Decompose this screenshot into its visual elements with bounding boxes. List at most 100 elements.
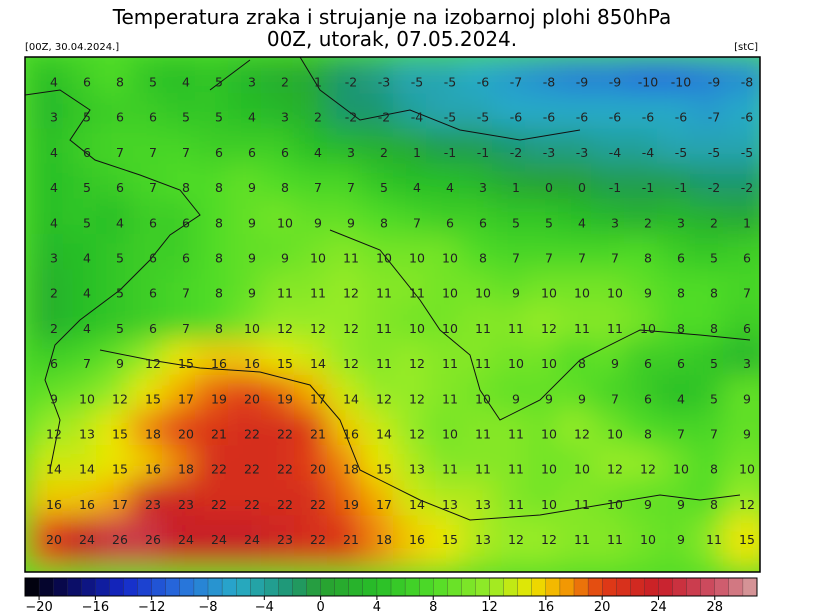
temperature-value: 21	[343, 532, 359, 547]
temperature-value: 21	[211, 427, 227, 442]
temperature-value: -1	[477, 145, 489, 160]
temperature-value: 6	[116, 180, 124, 195]
temperature-value: 6	[182, 251, 190, 266]
temperature-value: 7	[578, 251, 586, 266]
temperature-value: 8	[644, 251, 652, 266]
temperature-value: 5	[116, 251, 124, 266]
temperature-value: 11	[475, 427, 491, 442]
temperature-value: 9	[248, 215, 256, 230]
temperature-value: 8	[116, 75, 124, 90]
temperature-value: -8	[741, 75, 754, 90]
temperature-value: 10	[244, 321, 260, 336]
temperature-value: 10	[277, 215, 293, 230]
temperature-value: 15	[376, 462, 392, 477]
colorbar-cell	[390, 577, 406, 597]
temperature-value: 11	[475, 356, 491, 371]
temperature-value: 2	[314, 110, 322, 125]
temperature-value: -1	[675, 180, 687, 195]
temperature-value: 4	[83, 286, 91, 301]
temperature-value: 14	[376, 427, 392, 442]
temperature-value: 18	[145, 427, 161, 442]
temperature-value: 10	[541, 427, 557, 442]
temperature-value: 1	[413, 145, 421, 160]
temperature-value: 12	[310, 321, 326, 336]
temperature-value: 5	[215, 110, 223, 125]
temperature-value: 12	[277, 321, 293, 336]
colorbar-tick-label: 0	[316, 600, 324, 615]
temperature-value: 12	[46, 427, 62, 442]
temperature-value: 6	[281, 145, 289, 160]
temperature-value: 9	[743, 427, 751, 442]
temperature-value: -7	[708, 110, 720, 125]
temperature-value: 8	[215, 215, 223, 230]
temperature-value: 10	[310, 251, 326, 266]
colorbar-cell	[109, 577, 124, 597]
temperature-value: 10	[376, 251, 392, 266]
subtitle: 00Z, utorak, 07.05.2024.	[267, 27, 517, 51]
temperature-value: 11	[508, 321, 524, 336]
temperature-value: 11	[277, 286, 293, 301]
field-cell	[723, 515, 760, 566]
colorbar-cell	[250, 577, 265, 597]
temperature-value: 3	[50, 110, 58, 125]
colorbar-cell	[531, 577, 547, 597]
temperature-value: 4	[50, 215, 58, 230]
temperature-value: 10	[475, 286, 491, 301]
temperature-value: 7	[347, 180, 355, 195]
temperature-value: 4	[578, 215, 586, 230]
temperature-value: 22	[310, 532, 326, 547]
temperature-value: 5	[710, 391, 718, 406]
temperature-value: 8	[677, 321, 685, 336]
temperature-field	[25, 57, 760, 572]
temperature-value: 4	[248, 110, 256, 125]
temperature-value: 10	[409, 251, 425, 266]
colorbar-cell	[165, 577, 181, 597]
colorbar-cell	[278, 577, 293, 597]
temperature-value: 0	[578, 180, 586, 195]
temperature-value: 9	[743, 391, 751, 406]
temperature-value: 9	[347, 215, 355, 230]
colorbar-tick-label: −20	[25, 600, 52, 615]
colorbar-cell	[404, 577, 420, 597]
temperature-value: 5	[83, 180, 91, 195]
temperature-value: 13	[475, 532, 491, 547]
temperature-value: 12	[409, 356, 425, 371]
temperature-value: 11	[442, 391, 458, 406]
temperature-value: 6	[149, 215, 157, 230]
temperature-value: 10	[442, 251, 458, 266]
colorbar-cell	[334, 577, 350, 597]
colorbar-cell	[658, 577, 673, 597]
temperature-value: 6	[248, 145, 256, 160]
temperature-value: 23	[277, 532, 293, 547]
temperature-value: 3	[743, 356, 751, 371]
temperature-value: -2	[741, 180, 753, 195]
temperature-value: 7	[710, 427, 718, 442]
temperature-value: -6	[543, 110, 556, 125]
temperature-value: 7	[545, 251, 553, 266]
temperature-value: 12	[574, 427, 590, 442]
colorbar-cell	[151, 577, 167, 597]
temperature-value: 9	[677, 532, 685, 547]
temperature-value: -7	[510, 75, 522, 90]
temperature-value: 4	[50, 180, 58, 195]
temperature-value: 5	[182, 110, 190, 125]
temperature-value: 5	[149, 75, 157, 90]
temperature-value: 13	[475, 497, 491, 512]
colorbar-cell	[320, 577, 336, 597]
temperature-value: 10	[574, 462, 590, 477]
temperature-value: 16	[145, 462, 161, 477]
colorbar-cell	[221, 577, 237, 597]
temperature-value: 11	[508, 462, 524, 477]
temperature-value: 8	[380, 215, 388, 230]
temperature-value: 11	[574, 497, 590, 512]
colorbar-cell	[573, 577, 589, 597]
colorbar-cell	[137, 577, 153, 597]
temperature-value: 4	[116, 215, 124, 230]
temperature-value: 5	[512, 215, 520, 230]
colorbar-cell	[193, 577, 209, 597]
temperature-value: 2	[281, 75, 289, 90]
temperature-value: 12	[343, 321, 359, 336]
temperature-value: 2	[50, 286, 58, 301]
temperature-value: 11	[607, 321, 623, 336]
temperature-value: 12	[343, 286, 359, 301]
